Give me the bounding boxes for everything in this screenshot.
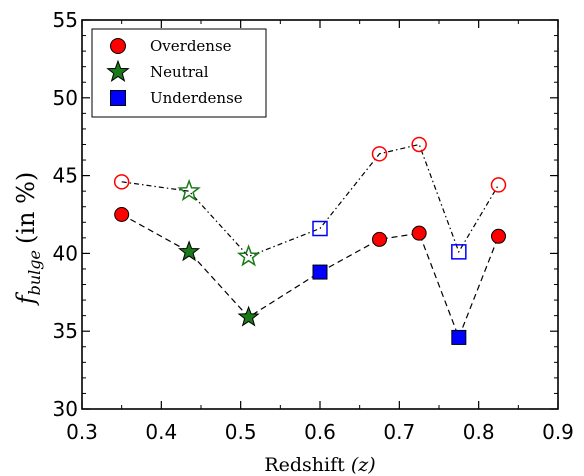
data-point-underdense-filled: [451, 329, 467, 345]
x-tick-label: 0.8: [463, 420, 495, 444]
plot-area: [113, 136, 507, 345]
data-point-overdense-open: [113, 174, 130, 190]
series-filled-line: [121, 213, 500, 340]
legend-marker-neutral: [106, 59, 130, 82]
plot-frame: [81, 19, 559, 410]
y-axis-label-unit: (in %): [12, 172, 40, 244]
data-point-neutral-filled: [178, 240, 201, 262]
x-tick-label: 0.9: [542, 420, 574, 444]
y-axis-label: fbulge(in %): [12, 172, 44, 307]
y-tick-label: 45: [53, 164, 78, 188]
y-tick-label: 55: [53, 8, 78, 32]
y-tick-label: 50: [53, 86, 78, 110]
series-open-line: [121, 143, 500, 258]
x-axis-label-text: Redshift: [264, 454, 345, 476]
legend-label-overdense: Overdense: [150, 37, 232, 55]
data-point-overdense-filled: [372, 231, 387, 247]
data-point-overdense-filled: [491, 228, 506, 244]
axis-ticks: 0.3 0.4 0.5 0.6 0.7 0.8 0.9 30 35 40 45 50 55: [53, 8, 574, 444]
legend-label-neutral: Neutral: [150, 63, 209, 81]
data-point-underdense-open: [312, 220, 328, 237]
x-axis-label: Redshift (z): [264, 454, 375, 476]
x-tick-label: 0.3: [66, 420, 98, 444]
y-axis-label-sub: bulge: [25, 250, 44, 295]
data-point-overdense-open: [371, 146, 388, 162]
y-tick-label: 35: [53, 319, 78, 343]
x-tick-label: 0.6: [304, 420, 336, 444]
data-point-overdense-filled: [411, 225, 427, 241]
x-tick-label: 0.5: [225, 420, 257, 444]
data-point-neutral-open: [177, 178, 201, 202]
data-point-overdense-open: [490, 177, 507, 193]
legend-marker-underdense: [110, 90, 126, 106]
y-tick-label: 40: [53, 241, 78, 265]
x-axis-label-var: (z): [351, 454, 376, 476]
legend: Overdense Neutral Underdense: [91, 28, 267, 118]
data-point-underdense-open: [451, 244, 467, 260]
x-tick-label: 0.4: [145, 420, 177, 444]
legend-label-underdense: Underdense: [150, 89, 243, 107]
y-tick-label: 30: [53, 397, 78, 421]
data-point-underdense-filled: [312, 264, 328, 280]
data-point-neutral-open: [236, 244, 261, 267]
data-point-neutral-filled: [237, 305, 260, 327]
legend-marker-overdense: [110, 38, 126, 54]
data-point-overdense-filled: [114, 207, 130, 222]
x-tick-label: 0.7: [383, 420, 415, 444]
data-point-overdense-open: [411, 136, 427, 153]
